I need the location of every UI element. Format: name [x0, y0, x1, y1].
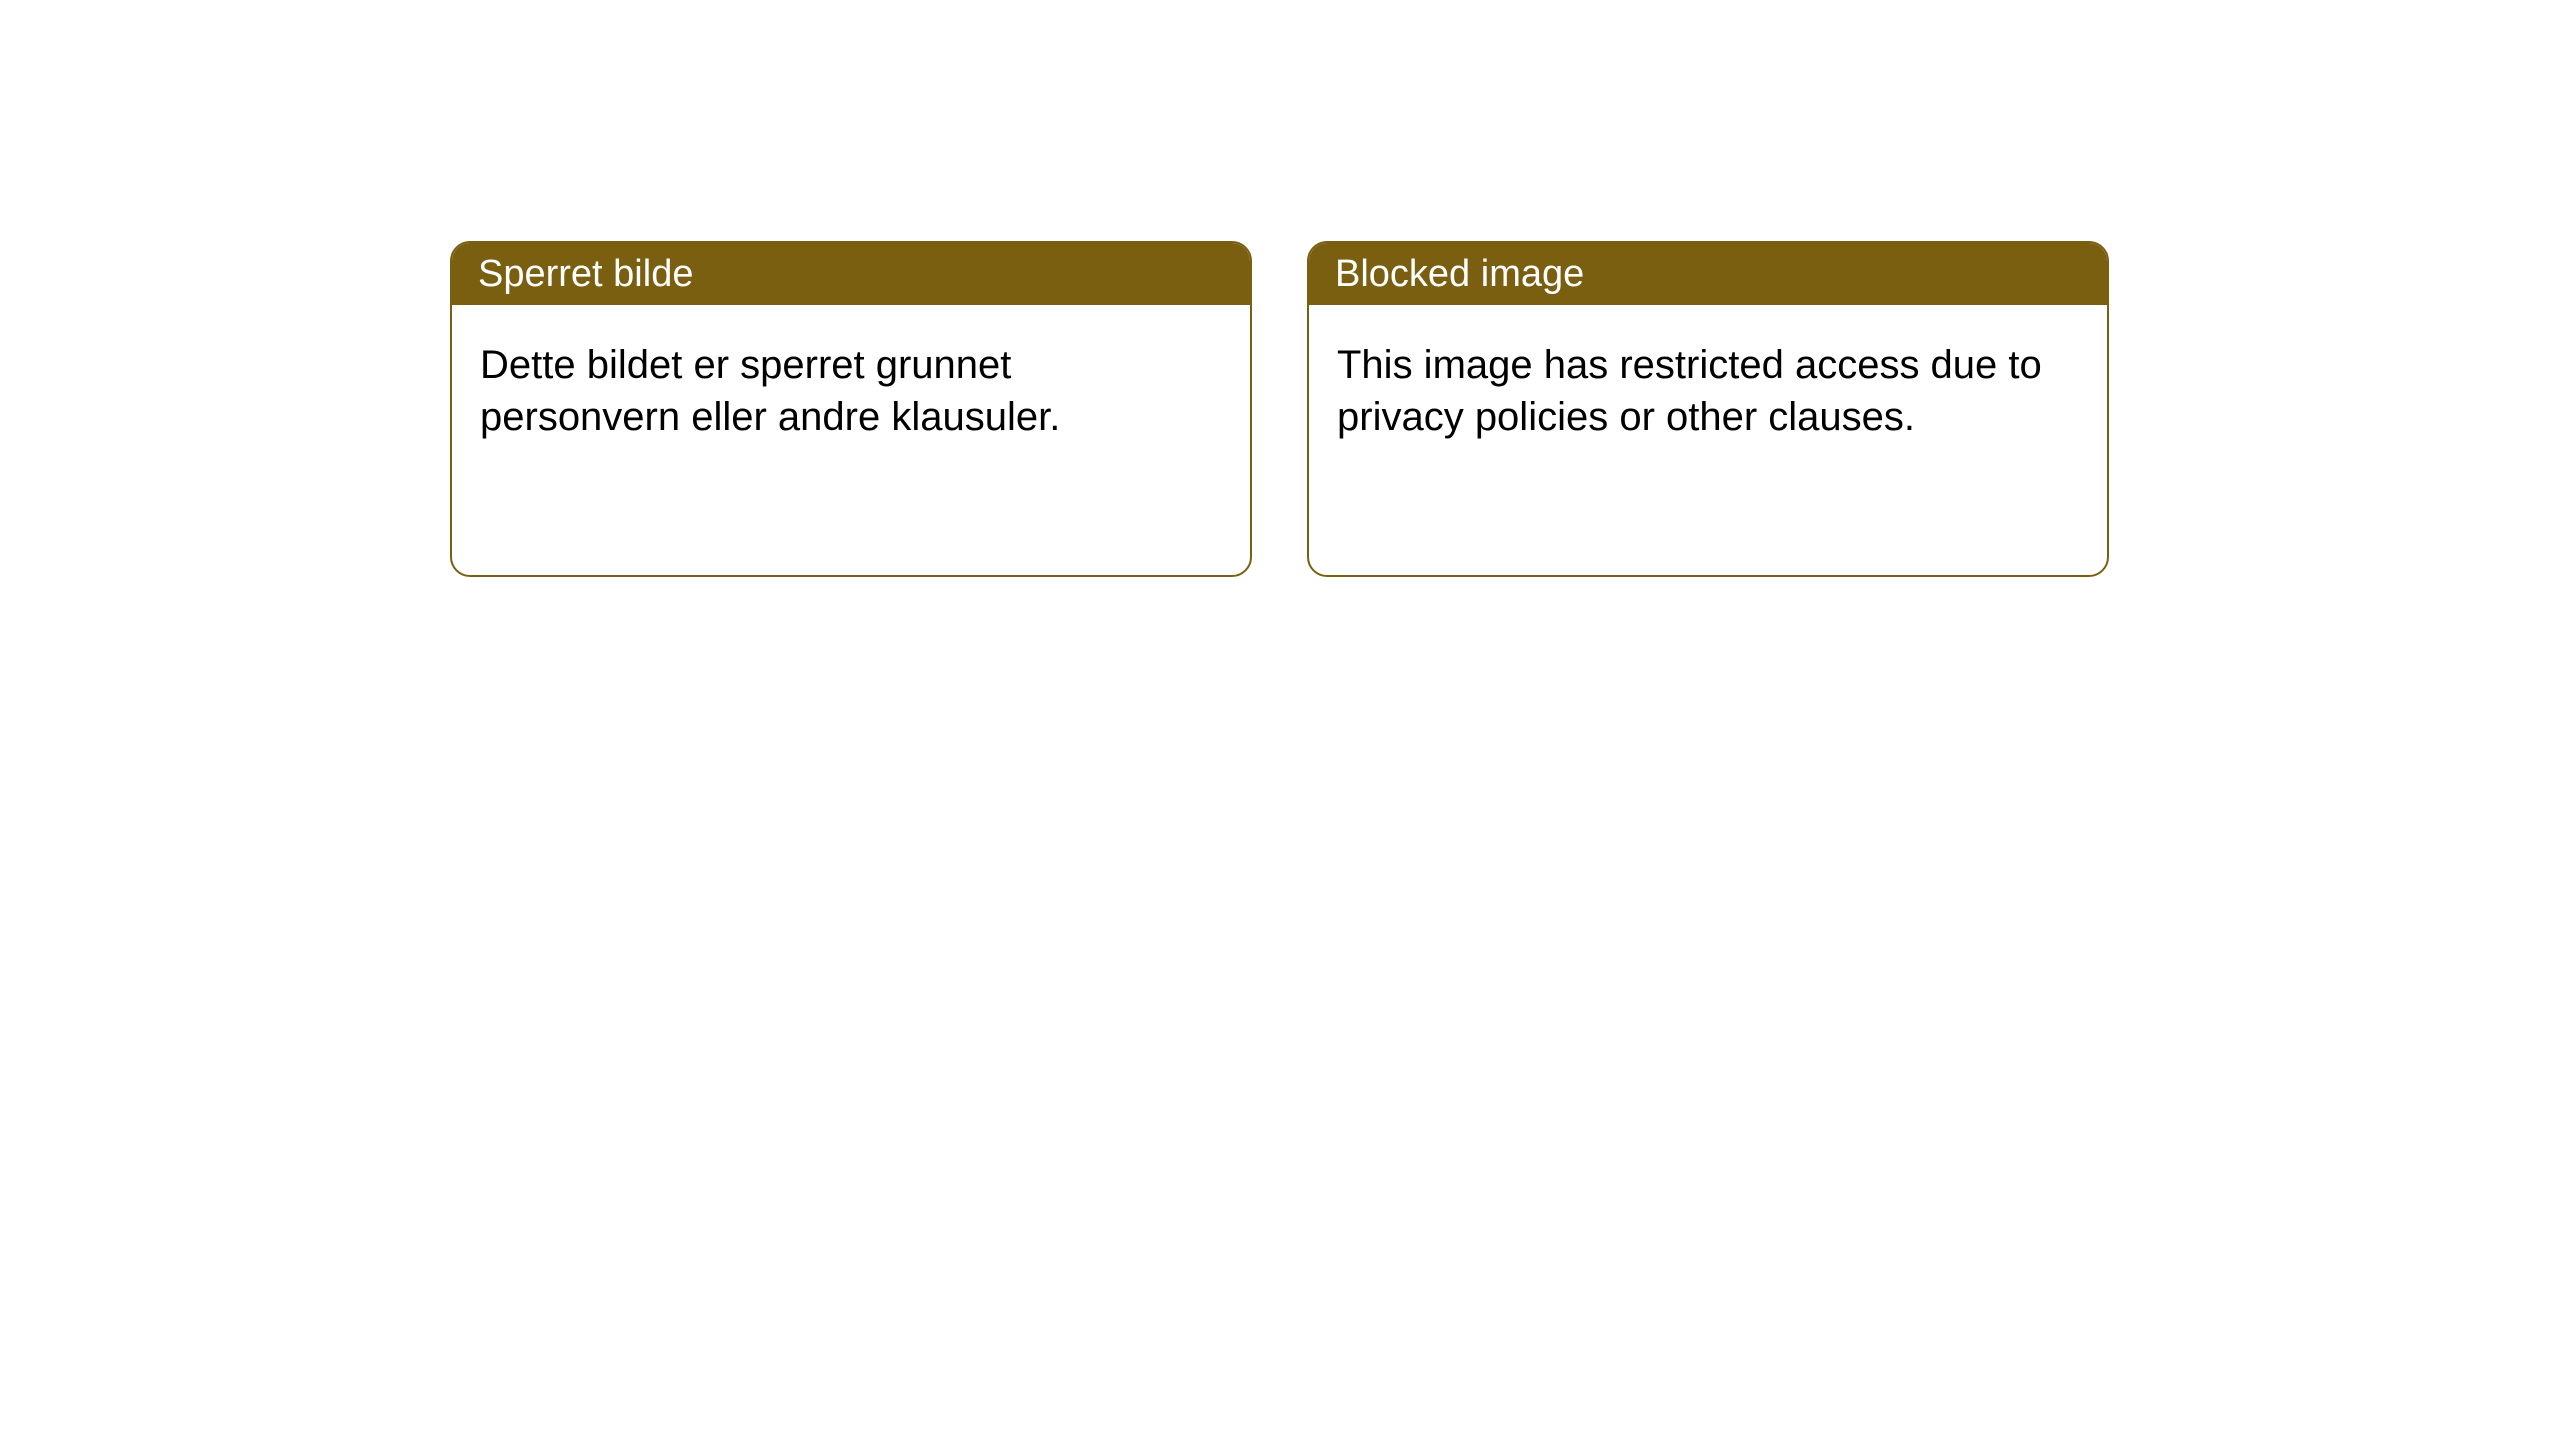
notice-header-text: Sperret bilde: [478, 253, 693, 296]
notice-header: Blocked image: [1309, 243, 2107, 305]
notice-card-norwegian: Sperret bilde Dette bildet er sperret gr…: [450, 241, 1252, 577]
notice-header-text: Blocked image: [1335, 253, 1584, 296]
notice-body-text: This image has restricted access due to …: [1337, 343, 2042, 439]
notice-container: Sperret bilde Dette bildet er sperret gr…: [450, 241, 2109, 577]
notice-header: Sperret bilde: [452, 243, 1250, 305]
notice-body-text: Dette bildet er sperret grunnet personve…: [480, 343, 1060, 439]
notice-card-english: Blocked image This image has restricted …: [1307, 241, 2109, 577]
notice-body: Dette bildet er sperret grunnet personve…: [452, 305, 1250, 477]
notice-body: This image has restricted access due to …: [1309, 305, 2107, 477]
